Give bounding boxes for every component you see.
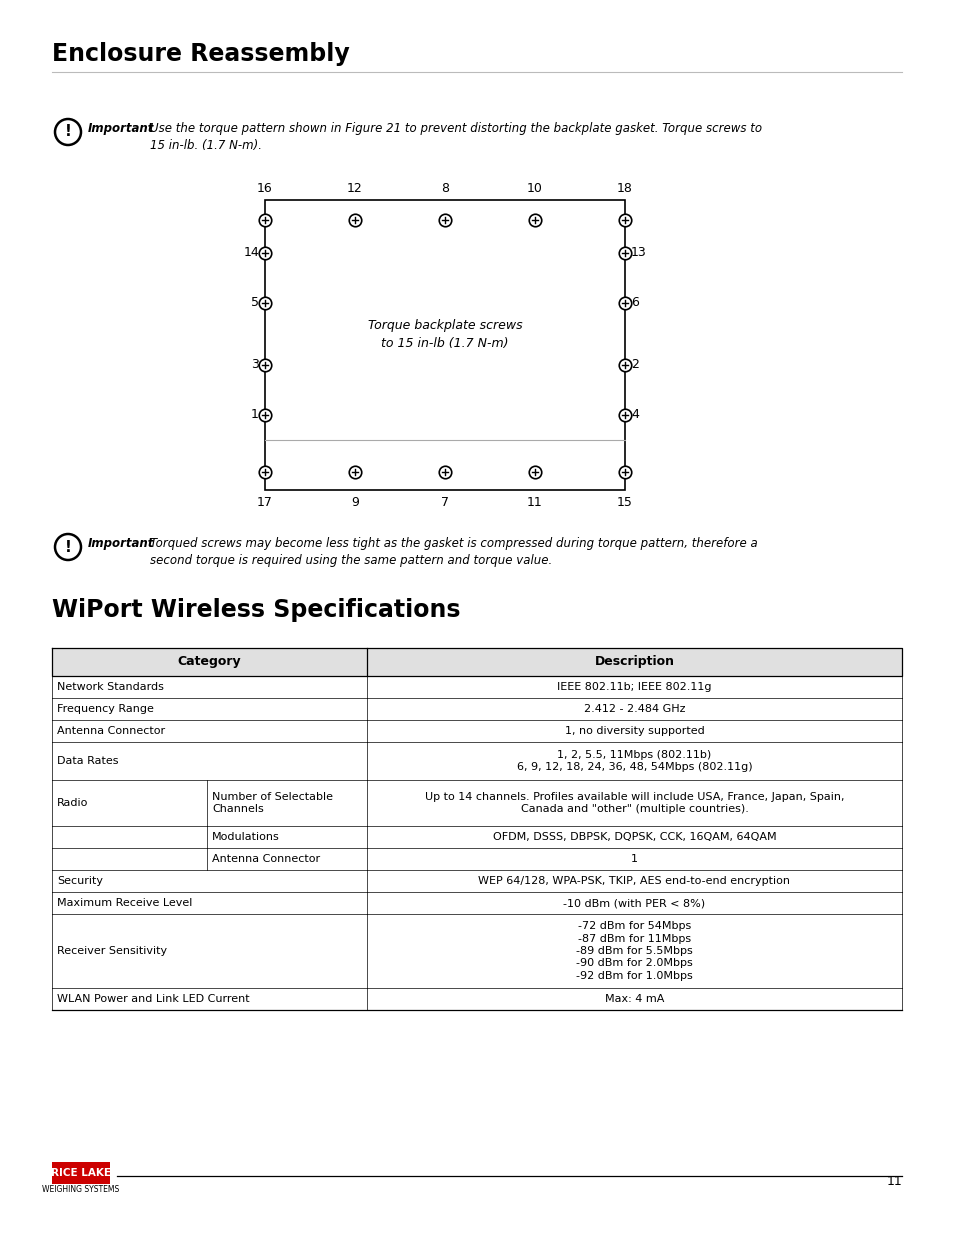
Text: RICE LAKE: RICE LAKE	[51, 1168, 111, 1178]
Bar	[265, 200, 624, 490]
Text: Modulations: Modulations	[212, 832, 279, 842]
Text: 1, 2, 5.5, 11Mbps (802.11b)
6, 9, 12, 18, 24, 36, 48, 54Mbps (802.11g): 1, 2, 5.5, 11Mbps (802.11b) 6, 9, 12, 18…	[517, 750, 752, 772]
Text: 12: 12	[347, 182, 362, 195]
Text: Data Rates: Data Rates	[57, 756, 118, 766]
Text: 1: 1	[251, 409, 258, 421]
Text: Enclosure Reassembly: Enclosure Reassembly	[52, 42, 350, 65]
Text: Antenna Connector: Antenna Connector	[57, 726, 165, 736]
Text: -10 dBm (with PER < 8%): -10 dBm (with PER < 8%)	[563, 898, 705, 908]
Text: Radio: Radio	[57, 798, 89, 808]
Text: Maximum Receive Level: Maximum Receive Level	[57, 898, 193, 908]
Text: 2.412 - 2.484 GHz: 2.412 - 2.484 GHz	[583, 704, 684, 714]
Text: 11: 11	[885, 1174, 901, 1188]
Text: -72 dBm for 54Mbps
-87 dBm for 11Mbps
-89 dBm for 5.5Mbps
-90 dBm for 2.0Mbps
-9: -72 dBm for 54Mbps -87 dBm for 11Mbps -8…	[576, 921, 692, 981]
Text: IEEE 802.11b; IEEE 802.11g: IEEE 802.11b; IEEE 802.11g	[557, 682, 711, 692]
Text: 9: 9	[351, 496, 358, 509]
Text: 10: 10	[526, 182, 542, 195]
Text: 6: 6	[630, 295, 639, 309]
Text: Important: Important	[88, 537, 154, 550]
Text: 1, no diversity supported: 1, no diversity supported	[564, 726, 703, 736]
Text: WEP 64/128, WPA-PSK, TKIP, AES end-to-end encryption: WEP 64/128, WPA-PSK, TKIP, AES end-to-en…	[478, 876, 790, 885]
Text: Torqued screws may become less tight as the gasket is compressed during torque p: Torqued screws may become less tight as …	[150, 537, 757, 567]
Text: Torque backplate screws
to 15 in-lb (1.7 N-m): Torque backplate screws to 15 in-lb (1.7…	[367, 320, 521, 351]
Text: Receiver Sensitivity: Receiver Sensitivity	[57, 946, 167, 956]
Text: Network Standards: Network Standards	[57, 682, 164, 692]
Text: Antenna Connector: Antenna Connector	[212, 853, 320, 864]
Text: !: !	[65, 125, 71, 140]
Text: 16: 16	[257, 182, 273, 195]
Text: Important: Important	[88, 122, 154, 135]
Text: Use the torque pattern shown in Figure 21 to prevent distorting the backplate ga: Use the torque pattern shown in Figure 2…	[150, 122, 761, 152]
Text: 5: 5	[251, 295, 258, 309]
Text: 7: 7	[440, 496, 449, 509]
Text: !: !	[65, 540, 71, 555]
Text: 4: 4	[630, 409, 639, 421]
Bar	[52, 1162, 110, 1184]
Text: 8: 8	[440, 182, 449, 195]
Text: 13: 13	[630, 247, 646, 259]
Text: Security: Security	[57, 876, 103, 885]
Text: WiPort Wireless Specifications: WiPort Wireless Specifications	[52, 598, 460, 622]
Text: Category: Category	[177, 656, 241, 668]
Text: 15: 15	[617, 496, 632, 509]
Text: Frequency Range: Frequency Range	[57, 704, 153, 714]
Text: 3: 3	[251, 358, 258, 372]
Text: WEIGHING SYSTEMS: WEIGHING SYSTEMS	[42, 1186, 119, 1194]
Text: WLAN Power and Link LED Current: WLAN Power and Link LED Current	[57, 994, 250, 1004]
Bar	[52, 648, 901, 676]
Text: 17: 17	[256, 496, 273, 509]
Text: 2: 2	[630, 358, 639, 372]
Text: Description: Description	[594, 656, 674, 668]
Text: 11: 11	[527, 496, 542, 509]
Text: OFDM, DSSS, DBPSK, DQPSK, CCK, 16QAM, 64QAM: OFDM, DSSS, DBPSK, DQPSK, CCK, 16QAM, 64…	[492, 832, 776, 842]
Text: 14: 14	[243, 247, 258, 259]
Text: 1: 1	[630, 853, 638, 864]
Text: Max: 4 mA: Max: 4 mA	[604, 994, 663, 1004]
Text: Number of Selectable
Channels: Number of Selectable Channels	[212, 792, 333, 814]
Text: Up to 14 channels. Profiles available will include USA, France, Japan, Spain,
Ca: Up to 14 channels. Profiles available wi…	[424, 792, 843, 814]
Text: 18: 18	[617, 182, 632, 195]
